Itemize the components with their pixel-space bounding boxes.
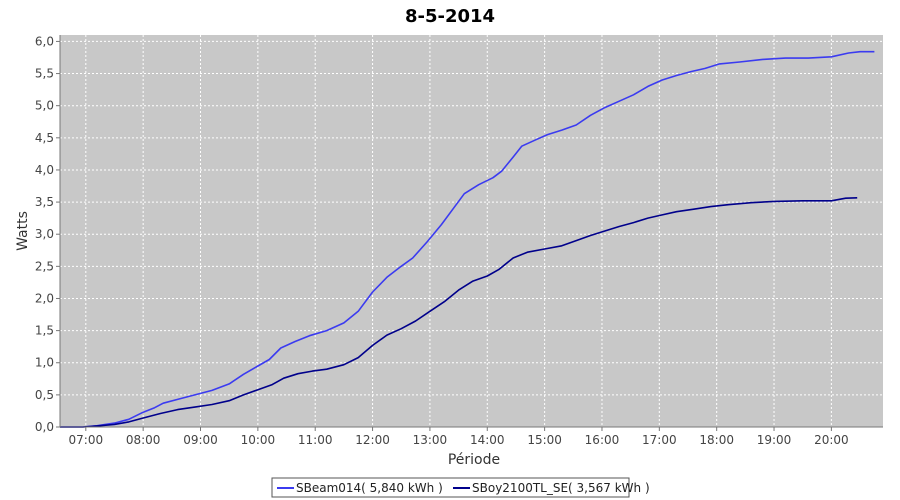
- x-tick-label: 11:00: [298, 433, 333, 447]
- y-tick-label: 2,0: [35, 291, 54, 305]
- legend-label-2: SBoy2100TL_SE( 3,567 kWh ): [472, 481, 650, 495]
- x-tick-label: 12:00: [355, 433, 390, 447]
- x-tick-label: 15:00: [527, 433, 562, 447]
- y-tick-label: 1,0: [35, 356, 54, 370]
- legend-box: [271, 477, 630, 498]
- y-axis-ticks: 0,0 0,5 1,0 1,5 2,0 2,5 3,0 3,5 4,0 4,5 5,0 5,5 6,0: [35, 34, 60, 434]
- y-tick-label: 3,0: [35, 227, 54, 241]
- y-axis-label: Watts: [15, 211, 31, 251]
- series-lines: [60, 50, 875, 428]
- y-tick-label: 5,0: [35, 99, 54, 113]
- y-tick-label: 2,5: [35, 259, 54, 273]
- gridlines: [60, 35, 883, 427]
- x-tick-label: 13:00: [413, 433, 448, 447]
- x-tick-label: 07:00: [69, 433, 104, 447]
- x-tick-label: 14:00: [470, 433, 505, 447]
- x-tick-label: 20:00: [814, 433, 849, 447]
- y-tick-label: 0,5: [35, 388, 54, 402]
- chart-title: 8-5-2014: [405, 6, 495, 27]
- x-tick-label: 08:00: [126, 433, 161, 447]
- x-tick-label: 19:00: [757, 433, 792, 447]
- y-tick-label: 4,5: [35, 131, 54, 145]
- x-axis-label: Période: [448, 452, 500, 468]
- legend: SBeam014( 5,840 kWh ) SBoy2100TL_SE( 3,56…: [271, 477, 650, 498]
- x-axis-ticks: 07:00 08:00 09:00 10:00 11:00 12:00 13:00 14:00…: [69, 427, 849, 447]
- series-line-2: [60, 197, 858, 428]
- x-tick-label: 10:00: [241, 433, 276, 447]
- y-tick-label: 1,5: [35, 324, 54, 338]
- y-tick-label: 4,0: [35, 163, 54, 177]
- y-tick-label: 0,0: [35, 420, 54, 434]
- legend-label-1: SBeam014( 5,840 kWh ): [296, 481, 443, 495]
- plot-area: [60, 35, 883, 427]
- x-tick-label: 18:00: [699, 433, 734, 447]
- y-tick-label: 6,0: [35, 34, 54, 48]
- y-tick-label: 3,5: [35, 195, 54, 209]
- x-tick-label: 17:00: [642, 433, 677, 447]
- x-tick-label: 09:00: [183, 433, 218, 447]
- series-line-1: [60, 50, 875, 428]
- x-tick-label: 16:00: [585, 433, 620, 447]
- y-tick-label: 5,5: [35, 67, 54, 81]
